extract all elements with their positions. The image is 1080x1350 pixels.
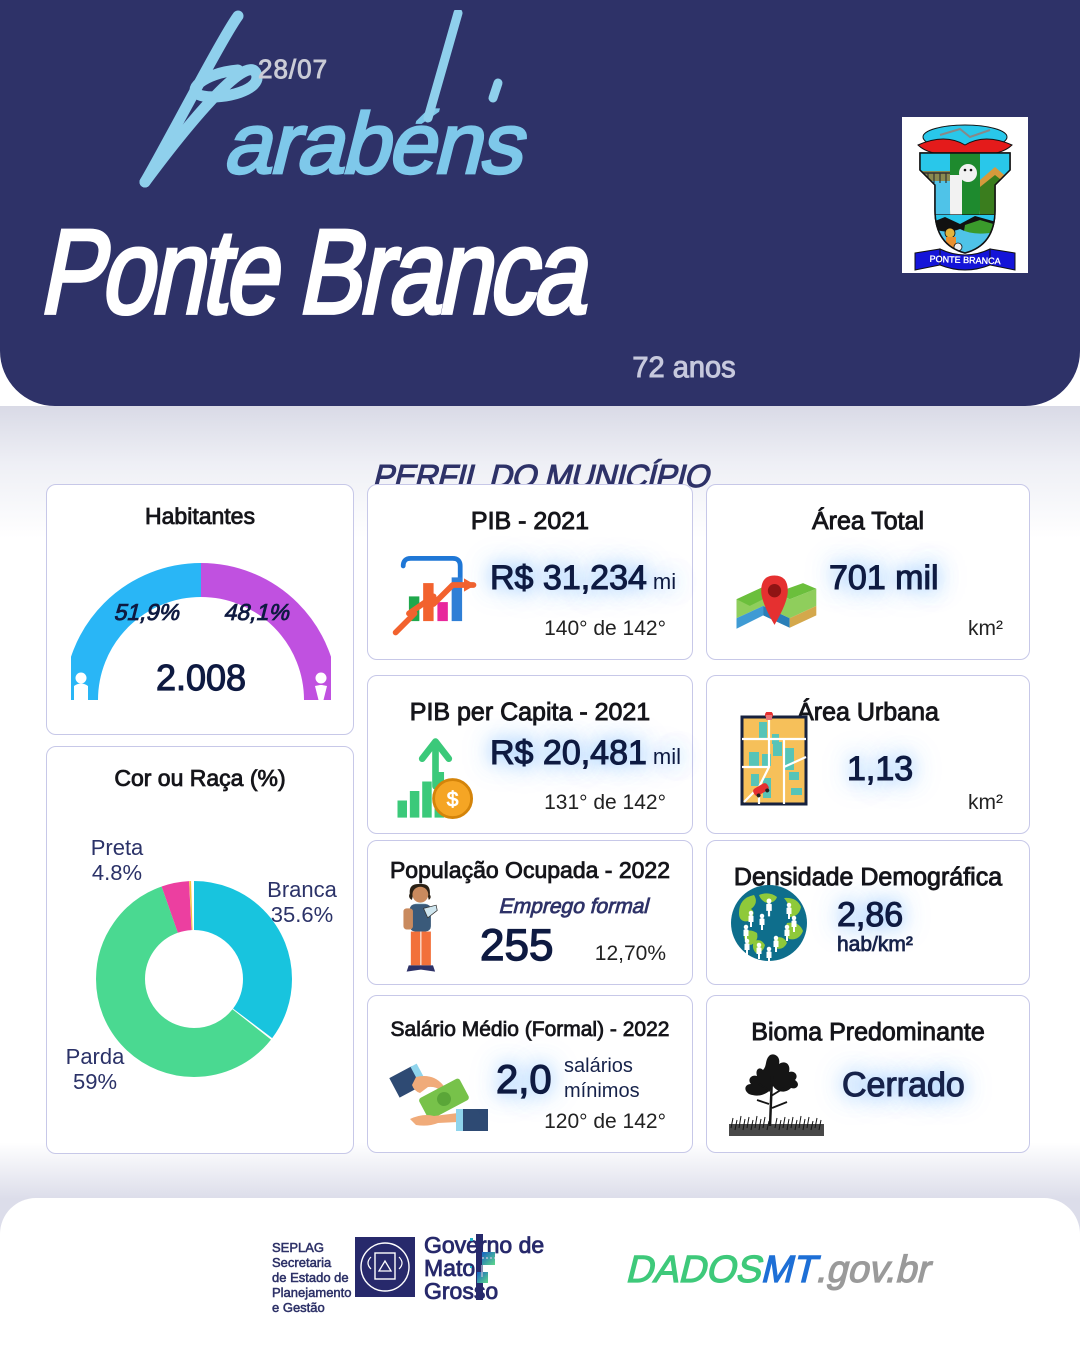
svg-text:Preta: Preta [91,835,144,860]
svg-text:Parda: Parda [66,1044,125,1069]
svg-text:arabéns: arabéns [222,96,528,192]
svg-text:4.8%: 4.8% [92,860,142,885]
svg-text:35.6%: 35.6% [271,902,333,927]
svg-text:2.008: 2.008 [156,657,246,698]
svg-text:59%: 59% [73,1069,117,1094]
svg-text:51,9%: 51,9% [113,599,180,625]
svg-text:48,1%: 48,1% [223,599,290,625]
svg-text:$: $ [446,788,459,811]
svg-text:Branca: Branca [267,877,337,902]
